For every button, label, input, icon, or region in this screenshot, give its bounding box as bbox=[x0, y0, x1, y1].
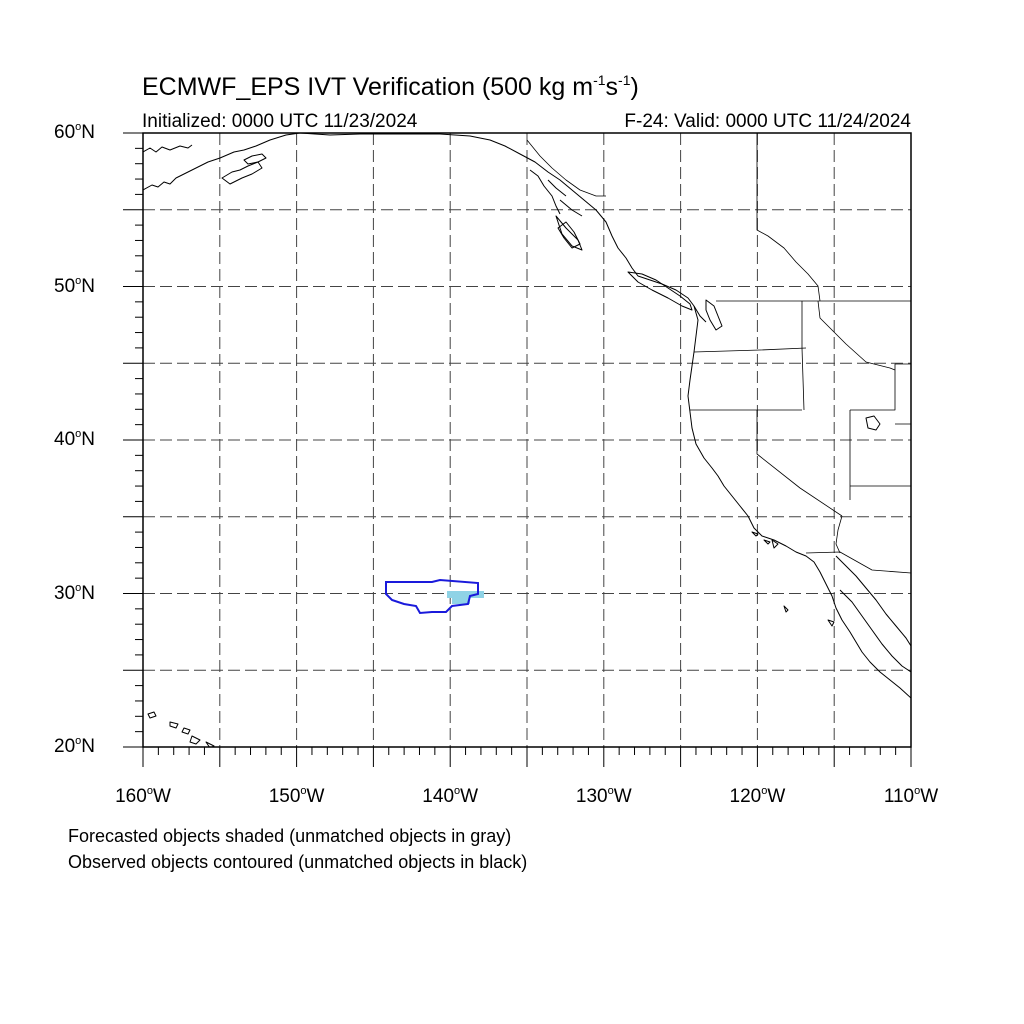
lon-label: 160oW bbox=[115, 785, 171, 807]
lon-label: 130oW bbox=[575, 785, 632, 807]
lon-label: 110oW bbox=[883, 785, 939, 807]
geography bbox=[143, 133, 911, 747]
figure-title: ECMWF_EPS IVT Verification (500 kg m-1s-… bbox=[142, 72, 639, 101]
hawaii-island-4 bbox=[189, 735, 201, 745]
utah-border bbox=[850, 363, 911, 425]
baja-islands bbox=[771, 539, 835, 627]
hawaii-island-5 bbox=[205, 741, 215, 747]
alaska-peninsula bbox=[143, 144, 193, 153]
vancouver-island bbox=[627, 271, 693, 311]
haida-gwaii bbox=[555, 215, 583, 251]
lat-label: 50oN bbox=[54, 274, 95, 297]
ivt-objects bbox=[385, 578, 484, 615]
arizona-border bbox=[835, 485, 911, 554]
hawaii-island-2 bbox=[169, 721, 179, 729]
graticule bbox=[143, 133, 911, 747]
valid-time: F-24: Valid: 0000 UTC 11/24/2024 bbox=[624, 111, 911, 132]
great-salt-lake bbox=[865, 415, 881, 431]
lon-label: 120oW bbox=[729, 785, 786, 807]
alaska-coastline bbox=[143, 133, 301, 191]
canada-province-border bbox=[756, 133, 821, 302]
channel-islands bbox=[751, 531, 771, 545]
us-mexico-border bbox=[805, 551, 911, 574]
kenai-islands bbox=[243, 153, 267, 165]
gulf-of-california bbox=[835, 555, 911, 673]
alaska-canada-border bbox=[526, 139, 606, 197]
axis-ticks bbox=[123, 132, 912, 767]
nevada-border bbox=[756, 410, 851, 517]
lon-label: 150oW bbox=[268, 785, 325, 807]
initialized-time: Initialized: 0000 UTC 11/23/2024 bbox=[142, 111, 418, 132]
observed-object-contour bbox=[385, 578, 479, 615]
lat-label: 20oN bbox=[54, 735, 95, 757]
lat-label: 40oN bbox=[54, 428, 95, 450]
hawaii-island-1 bbox=[147, 711, 157, 719]
kodiak-island bbox=[221, 161, 263, 185]
puget-sound bbox=[705, 299, 723, 331]
lat-label: 30oN bbox=[54, 581, 95, 604]
hawaii-island-3 bbox=[181, 727, 191, 735]
forecast-caption: Forecasted objects shaded (unmatched obj… bbox=[68, 826, 512, 846]
oregon-border bbox=[693, 347, 807, 353]
us-west-coast bbox=[687, 305, 911, 699]
north-coast bbox=[299, 133, 707, 323]
map-frame bbox=[142, 132, 912, 748]
lat-label: 60oN bbox=[54, 121, 95, 143]
alaska-panhandle-islands bbox=[529, 169, 583, 249]
observed-caption: Observed objects contoured (unmatched ob… bbox=[68, 852, 528, 872]
lon-label: 140oW bbox=[422, 785, 479, 807]
idaho-border bbox=[801, 300, 896, 411]
